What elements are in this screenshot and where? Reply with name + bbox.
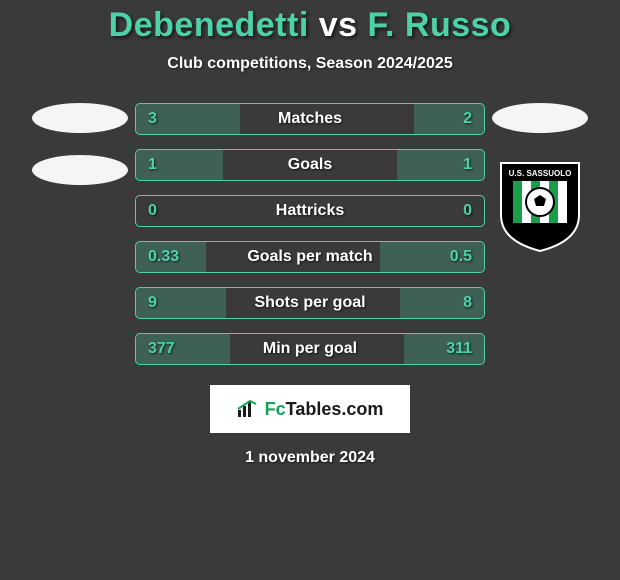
stat-value-left: 0 [148,202,188,220]
left-player-column [25,103,135,365]
vs-separator: vs [319,6,358,44]
stat-value-right: 2 [432,110,472,128]
page-title: Debenedetti vs F. Russo [109,6,512,45]
date-label: 1 november 2024 [245,449,375,467]
club-crest-right: U.S. SASSUOLO [495,155,585,255]
comparison-body: 3 Matches 2 1 Goals 1 0 Hattricks 0 0.33 Goals per… [0,103,620,365]
stat-value-left: 0.33 [148,248,188,266]
stat-label: Min per goal [263,340,357,358]
stat-row: 377 Min per goal 311 [135,333,485,365]
stat-row: 3 Matches 2 [135,103,485,135]
stat-row: 0.33 Goals per match 0.5 [135,241,485,273]
flag-oval-right [492,103,588,133]
club-crest-left [32,155,128,185]
flag-oval-left [32,103,128,133]
branding-box: FcTables.com [210,385,410,433]
stat-label: Hattricks [276,202,344,220]
stat-value-left: 9 [148,294,188,312]
chart-bars-icon [237,400,259,418]
stats-table: 3 Matches 2 1 Goals 1 0 Hattricks 0 0.33 Goals per… [135,103,485,365]
stat-value-right: 1 [432,156,472,174]
stat-value-left: 1 [148,156,188,174]
player-left-name: Debenedetti [109,6,309,44]
stat-row: 0 Hattricks 0 [135,195,485,227]
stat-label: Goals per match [247,248,372,266]
stat-value-right: 0.5 [432,248,472,266]
sassuolo-shield-icon: U.S. SASSUOLO [497,157,583,253]
comparison-card: Debenedetti vs F. Russo Club competition… [0,0,620,580]
stat-row: 1 Goals 1 [135,149,485,181]
svg-text:U.S. SASSUOLO: U.S. SASSUOLO [509,169,572,178]
stat-value-right: 8 [432,294,472,312]
branding-text: FcTables.com [265,399,384,420]
stat-label: Goals [288,156,332,174]
player-right-name: F. Russo [368,6,512,44]
stat-row: 9 Shots per goal 8 [135,287,485,319]
stat-value-right: 311 [432,340,472,358]
stat-value-right: 0 [432,202,472,220]
right-player-column: U.S. SASSUOLO [485,103,595,365]
stat-value-left: 3 [148,110,188,128]
stat-label: Shots per goal [254,294,365,312]
subtitle: Club competitions, Season 2024/2025 [167,55,452,73]
stat-value-left: 377 [148,340,188,358]
stat-label: Matches [278,110,342,128]
